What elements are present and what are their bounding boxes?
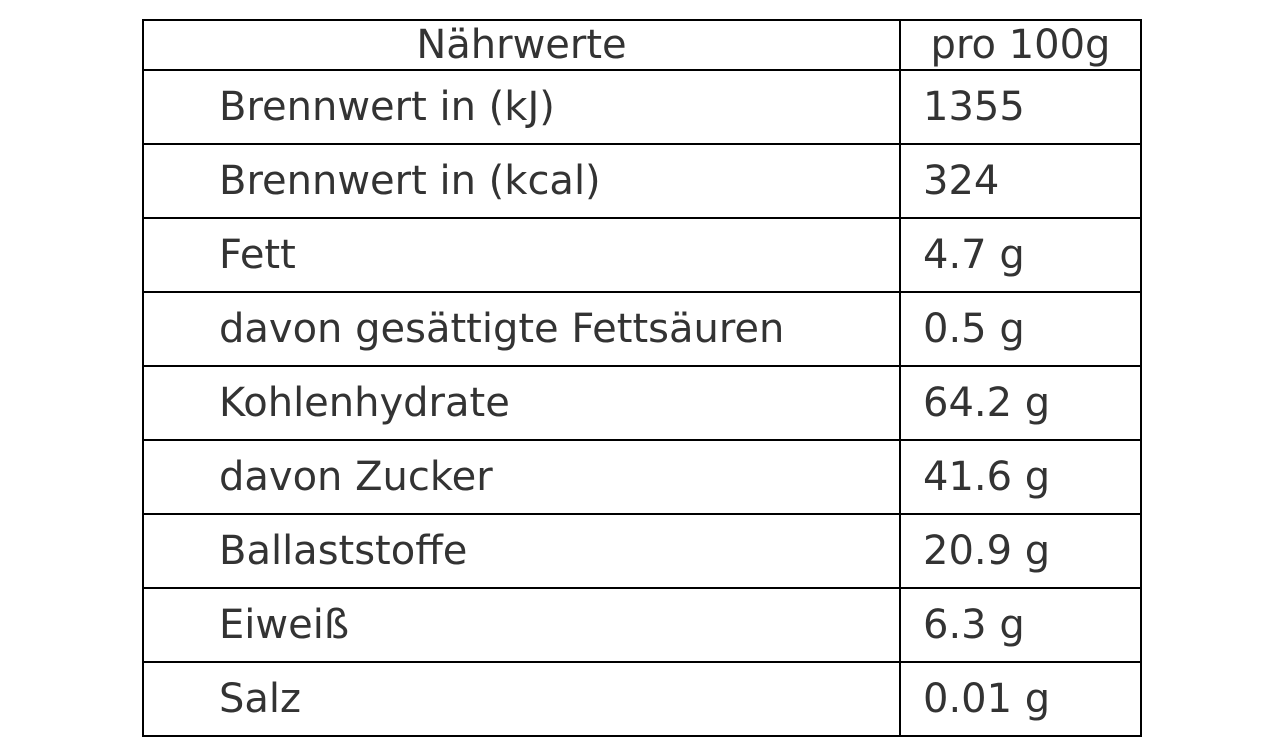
nutrient-name: Brennwert in (kJ) (142, 69, 901, 145)
nutrient-name: Kohlenhydrate (142, 365, 901, 441)
nutrient-value: 1355 (899, 69, 1142, 145)
nutrient-value: 0.5 g (899, 291, 1142, 367)
nutrition-table: Nährwerte pro 100g Brennwert in (kJ) 1355… (142, 19, 1142, 737)
nutrient-name: davon Zucker (142, 439, 901, 515)
table-row: Brennwert in (kJ) 1355 (142, 69, 1142, 145)
nutrient-value: 64.2 g (899, 365, 1142, 441)
nutrient-name: davon gesättigte Fettsäuren (142, 291, 901, 367)
table-row: Fett 4.7 g (142, 217, 1142, 293)
table-row: davon Zucker 41.6 g (142, 439, 1142, 515)
nutrient-name: Eiweiß (142, 587, 901, 663)
table-header: Nährwerte pro 100g (142, 19, 1142, 71)
header-cell: Nährwerte (142, 19, 901, 71)
table-row: Eiweiß 6.3 g (142, 587, 1142, 663)
table-row: davon gesättigte Fettsäuren 0.5 g (142, 291, 1142, 367)
nutrient-value: 4.7 g (899, 217, 1142, 293)
table-row: Brennwert in (kcal) 324 (142, 143, 1142, 219)
nutrient-name: Brennwert in (kcal) (142, 143, 901, 219)
nutrient-value: 324 (899, 143, 1142, 219)
table-row: Salz 0.01 g (142, 661, 1142, 737)
nutrient-name: Ballaststoffe (142, 513, 901, 589)
table-row: Ballaststoffe 20.9 g (142, 513, 1142, 589)
nutrient-value: 0.01 g (899, 661, 1142, 737)
nutrient-value: 41.6 g (899, 439, 1142, 515)
table-row: Kohlenhydrate 64.2 g (142, 365, 1142, 441)
nutrient-name: Fett (142, 217, 901, 293)
header-cell: pro 100g (899, 19, 1142, 71)
nutrient-value: 20.9 g (899, 513, 1142, 589)
header-row: Nährwerte pro 100g (142, 19, 1142, 71)
nutrient-value: 6.3 g (899, 587, 1142, 663)
table-body: Brennwert in (kJ) 1355 Brennwert in (kcal)… (142, 69, 1142, 737)
nutrient-name: Salz (142, 661, 901, 737)
